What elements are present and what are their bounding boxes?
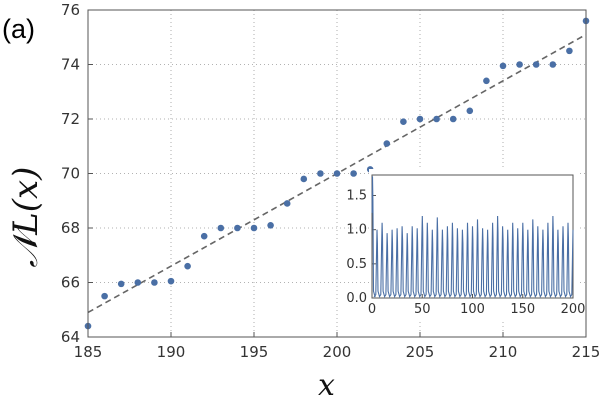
data-point (499, 62, 507, 70)
inset-y-tick-label: 0.5 (346, 257, 367, 272)
data-point (134, 279, 142, 286)
data-point (267, 221, 274, 229)
data-point (283, 200, 291, 207)
data-point (449, 115, 457, 123)
data-point (383, 140, 391, 147)
inset-chart: 0 50 100 150 200 0.0 0.5 1.0 1.5 (346, 169, 585, 322)
y-tick-label: 68 (61, 219, 80, 237)
y-tick-label: 72 (61, 110, 80, 128)
x-tick-label: 190 (157, 343, 186, 361)
x-tick-label: 210 (489, 343, 518, 361)
data-point (217, 224, 225, 232)
data-point (333, 170, 341, 177)
data-point (184, 262, 191, 270)
data-point (566, 47, 573, 55)
data-point (117, 280, 125, 288)
data-point (416, 115, 424, 123)
y-tick-label: 74 (61, 56, 80, 74)
inset-x-tick-label: 200 (561, 302, 586, 317)
inset-y-tick-label: 1.0 (346, 223, 367, 238)
inset-x-tick-label: 150 (510, 302, 535, 317)
x-tick-label: 195 (240, 343, 269, 361)
data-point (101, 292, 108, 300)
data-point (200, 232, 208, 240)
data-point (433, 115, 440, 123)
inset-x-tick-label: 50 (414, 302, 431, 317)
data-point (466, 107, 474, 115)
y-tick-label: 64 (61, 328, 80, 346)
data-point (151, 279, 158, 286)
data-point (234, 224, 241, 232)
axis-ticks: 185 190 195 200 205 210 215 64 66 68 70 72 74 76 (61, 1, 600, 361)
inset-y-tick-label: 0.0 (346, 291, 367, 306)
data-point (483, 77, 490, 85)
x-tick-label: 205 (406, 343, 435, 361)
x-tick-label: 215 (572, 343, 600, 361)
data-point (250, 224, 258, 232)
data-point (317, 170, 324, 177)
data-point (549, 61, 557, 68)
x-tick-label: 185 (74, 343, 103, 361)
data-point (516, 61, 523, 68)
y-tick-label: 66 (61, 274, 80, 292)
data-point (300, 175, 308, 183)
inset-signal-line (371, 176, 574, 298)
x-axis-label: x (318, 368, 335, 403)
data-point (532, 61, 540, 68)
data-point (400, 118, 407, 126)
y-tick-label: 76 (61, 1, 80, 19)
inset-y-tick-label: 1.5 (346, 189, 367, 204)
data-point (167, 277, 175, 285)
inset-x-tick-label: 0 (368, 302, 376, 317)
inset-x-tick-label: 100 (460, 302, 485, 317)
y-tick-label: 70 (61, 165, 80, 183)
data-point (350, 170, 357, 177)
x-tick-label: 200 (323, 343, 352, 361)
panel-label: (a) (2, 14, 35, 44)
